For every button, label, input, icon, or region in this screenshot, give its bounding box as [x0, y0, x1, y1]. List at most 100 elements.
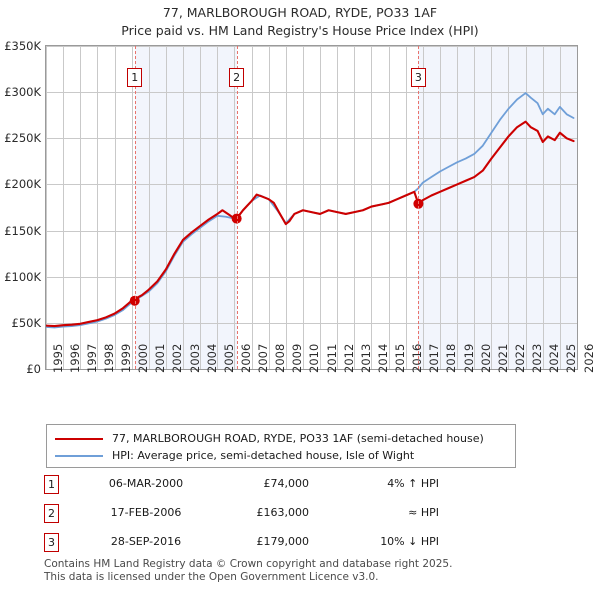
x-axis-tick-label: 2018	[444, 343, 459, 373]
gridline-vertical	[46, 46, 47, 369]
gridline-vertical	[354, 46, 356, 369]
y-axis-tick-label: £350K	[4, 39, 41, 53]
title-block: 77, MARLBOROUGH ROAD, RYDE, PO33 1AF Pri…	[0, 4, 600, 40]
gridline-vertical	[114, 46, 116, 369]
x-axis-tick-label: 2026	[581, 343, 596, 373]
footer-line-1: Contains HM Land Registry data © Crown c…	[44, 558, 453, 570]
legend-label-price-paid: 77, MARLBOROUGH ROAD, RYDE, PO33 1AF (se…	[112, 432, 484, 445]
gridline-vertical	[165, 46, 167, 369]
footer: Contains HM Land Registry data © Crown c…	[44, 558, 564, 583]
legend-swatch-price-paid	[55, 437, 103, 440]
x-axis-tick-label: 2015	[393, 343, 408, 373]
gridline-vertical	[183, 46, 185, 369]
gridline-horizontal	[46, 276, 577, 278]
gridline-vertical	[405, 46, 407, 369]
x-axis-tick-label: 1997	[84, 343, 99, 373]
gridline-vertical	[200, 46, 202, 369]
x-axis-tick-label: 2008	[273, 343, 288, 373]
x-axis-tick-label: 2004	[204, 343, 219, 373]
x-axis-tick-label: 1995	[50, 343, 65, 373]
x-axis-tick-label: 2001	[153, 343, 168, 373]
transaction-hpi-comparison: 10% ↓ HPI	[380, 535, 439, 548]
gridline-vertical	[234, 46, 236, 369]
gridline-vertical	[457, 46, 459, 369]
gridline-horizontal	[46, 138, 577, 140]
transaction-hpi-comparison: ≈ HPI	[408, 506, 439, 519]
gridline-vertical	[268, 46, 270, 369]
gridline-vertical	[422, 46, 424, 369]
x-axis-tick-label: 2017	[427, 343, 442, 373]
gridline-vertical	[148, 46, 150, 369]
x-axis-tick-label: 1999	[119, 343, 134, 373]
x-axis-tick-label: 2007	[256, 343, 271, 373]
x-axis-tick-label: 2005	[221, 343, 236, 373]
gridline-vertical	[542, 46, 544, 369]
x-axis-tick-label: 2002	[170, 343, 185, 373]
x-axis-tick-label: 2024	[547, 343, 562, 373]
x-axis-tick-label: 1996	[67, 343, 82, 373]
legend-label-hpi: HPI: Average price, semi-detached house,…	[112, 449, 415, 462]
transaction-date: 17-FEB-2006	[110, 506, 182, 519]
footer-line-2: This data is licensed under the Open Gov…	[44, 570, 379, 583]
gridline-vertical	[302, 46, 304, 369]
gridline-horizontal	[46, 322, 577, 324]
y-axis-ticks: £0 £50K £100K £150K £200K £250K £300K £350K	[0, 0, 45, 590]
x-axis-tick-label: 2016	[410, 343, 425, 373]
y-axis-tick-label: £250K	[4, 131, 41, 146]
sale-marker-flag-1[interactable]: 1	[127, 68, 143, 87]
ownership-band-2	[418, 46, 577, 369]
x-axis-tick-label: 2021	[495, 343, 510, 373]
gridline-vertical	[474, 46, 476, 369]
x-axis-tick-label: 2019	[461, 343, 476, 373]
gridline-horizontal	[46, 92, 577, 94]
transaction-index-badge[interactable]: 3	[44, 533, 59, 552]
x-axis-tick-label: 2020	[478, 343, 493, 373]
transaction-index-badge[interactable]: 1	[44, 475, 59, 494]
table-row: 1 06-MAR-2000 £74,000 4% ↑ HPI	[44, 473, 474, 502]
transaction-hpi-comparison: 4% ↑ HPI	[387, 477, 439, 490]
gridline-vertical	[251, 46, 253, 369]
series-layer	[46, 92, 575, 329]
gridline-vertical	[525, 46, 527, 369]
y-axis-tick-label: £0	[26, 362, 41, 376]
x-axis-tick-label: 2010	[307, 343, 322, 373]
x-axis-tick-label: 2025	[564, 343, 579, 373]
x-axis-tick-label: 2013	[358, 343, 373, 373]
gridline-vertical	[388, 46, 390, 369]
gridline-horizontal	[46, 46, 577, 47]
transactions-table: 1 06-MAR-2000 £74,000 4% ↑ HPI 2 17-FEB-2006 £…	[44, 473, 474, 560]
x-axis-tick-label: 2006	[238, 343, 253, 373]
legend-entry-hpi: HPI: Average price, semi-detached house,…	[55, 447, 507, 464]
x-axis-tick-label: 2011	[324, 343, 339, 373]
x-axis-tick-label: 1998	[101, 343, 116, 373]
x-axis-tick-label: 2023	[530, 343, 545, 373]
table-row: 3 28-SEP-2016 £179,000 10% ↓ HPI	[44, 531, 474, 560]
y-axis-tick-label: £100K	[4, 269, 41, 284]
series-line-price-paid	[46, 120, 575, 328]
legend-entry-price-paid: 77, MARLBOROUGH ROAD, RYDE, PO33 1AF (se…	[55, 430, 507, 447]
gridline-vertical	[80, 46, 82, 369]
y-axis-tick-label: £50K	[11, 315, 42, 330]
sale-marker-flag-2[interactable]: 2	[229, 68, 245, 87]
transaction-price: £163,000	[256, 506, 310, 519]
transaction-price: £179,000	[256, 535, 310, 548]
sale-marker-line-2	[236, 46, 238, 369]
legend-swatch-hpi	[55, 454, 103, 457]
y-axis-tick-label: £300K	[4, 85, 41, 100]
transaction-price: £74,000	[263, 477, 310, 490]
x-axis-tick-label: 2003	[187, 343, 202, 373]
x-axis-tick-label: 2012	[341, 343, 356, 373]
page-title: 77, MARLBOROUGH ROAD, RYDE, PO33 1AF	[162, 5, 438, 20]
chart-legend: 77, MARLBOROUGH ROAD, RYDE, PO33 1AF (se…	[46, 424, 516, 468]
x-axis-tick-label: 2014	[375, 343, 390, 373]
transaction-date: 28-SEP-2016	[110, 535, 182, 548]
x-axis-tick-label: 2000	[136, 343, 151, 373]
gridline-vertical	[508, 46, 510, 369]
series-line-hpi	[46, 92, 575, 329]
gridline-vertical	[337, 46, 339, 369]
sale-marker-line-3	[418, 46, 420, 369]
gridline-vertical	[97, 46, 99, 369]
sale-marker-flag-3[interactable]: 3	[410, 68, 426, 87]
transaction-index-badge[interactable]: 2	[44, 504, 59, 523]
y-axis-tick-label: £150K	[4, 223, 41, 238]
